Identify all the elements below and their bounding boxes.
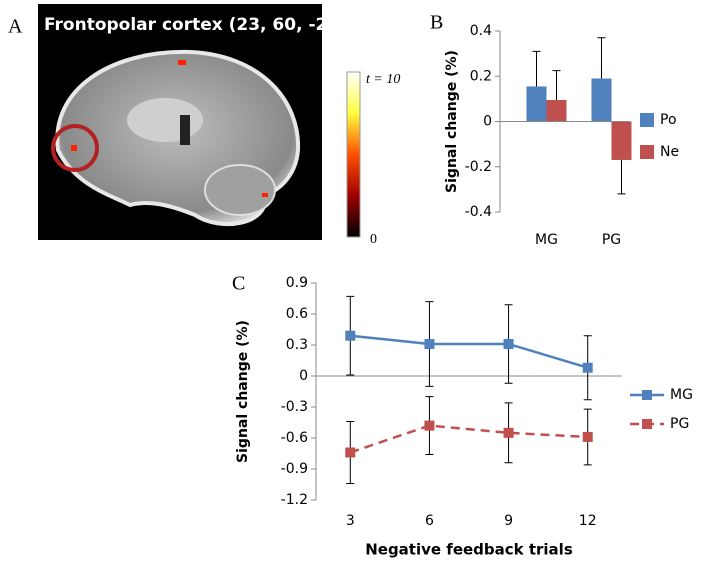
bar bbox=[546, 100, 567, 122]
legend-marker bbox=[642, 419, 652, 429]
activation bbox=[262, 193, 268, 197]
y-tick-label: 0 bbox=[299, 368, 308, 384]
error-bar bbox=[532, 50, 541, 87]
y-tick-label: -0.3 bbox=[281, 399, 308, 415]
legend-marker bbox=[642, 390, 652, 400]
y-tick-label: 0 bbox=[483, 114, 492, 130]
brain-title: Frontopolar cortex (23, 60, -2) bbox=[44, 15, 335, 35]
x-tick-label: 6 bbox=[425, 513, 434, 529]
y-axis-label: Signal change (%) bbox=[235, 320, 251, 463]
x-tick-label: 3 bbox=[346, 513, 355, 529]
bar bbox=[611, 121, 632, 160]
legend-label: Po bbox=[660, 112, 677, 128]
y-tick-label: 0.4 bbox=[470, 23, 492, 39]
series-line bbox=[349, 424, 588, 454]
y-tick-label: 0.2 bbox=[470, 68, 492, 84]
y-tick-label: -0.4 bbox=[465, 204, 492, 220]
legend-label: Ne bbox=[660, 144, 679, 160]
panel-label: A bbox=[8, 16, 23, 38]
roi-circle bbox=[51, 124, 99, 172]
error-bar bbox=[597, 37, 606, 79]
colorbar bbox=[346, 71, 361, 238]
y-tick-label: -1.2 bbox=[281, 492, 308, 508]
point bbox=[503, 427, 514, 438]
y-tick-label: 0.6 bbox=[286, 306, 308, 322]
point bbox=[424, 420, 435, 431]
activation bbox=[71, 145, 77, 151]
point bbox=[582, 362, 593, 373]
activation bbox=[178, 60, 186, 65]
panel-label: B bbox=[430, 12, 443, 34]
y-tick-label: 0.3 bbox=[286, 337, 308, 353]
legend-swatch bbox=[640, 113, 654, 127]
point bbox=[345, 447, 356, 458]
x-axis-label: Negative feedback trials bbox=[365, 541, 573, 559]
cerebellum bbox=[204, 164, 276, 216]
error-bar bbox=[617, 159, 626, 195]
point bbox=[503, 338, 514, 349]
y-tick-label: -0.9 bbox=[281, 461, 308, 477]
y-axis-label: Signal change (%) bbox=[444, 50, 460, 193]
legend-label: MG bbox=[670, 387, 693, 403]
colorbar-label: t = 10 bbox=[366, 72, 400, 87]
x-tick-label: MG bbox=[535, 232, 558, 248]
series-line bbox=[350, 334, 589, 369]
legend-swatch bbox=[640, 145, 654, 159]
bar bbox=[591, 78, 612, 122]
x-tick-label: PG bbox=[602, 232, 621, 248]
legend-label: PG bbox=[670, 416, 689, 432]
brain-structure bbox=[127, 98, 203, 142]
y-tick-label: -0.2 bbox=[465, 159, 492, 175]
point bbox=[582, 431, 593, 442]
brain-panel: A Frontopolar cortex (23, 60, -2) t = 10… bbox=[8, 4, 400, 247]
panel-label: C bbox=[232, 273, 245, 295]
bar bbox=[526, 86, 547, 122]
point bbox=[345, 330, 356, 341]
x-tick-label: 12 bbox=[579, 513, 597, 529]
colorbar-label: 0 bbox=[370, 232, 377, 247]
x-tick-label: 9 bbox=[504, 513, 513, 529]
ventricle bbox=[180, 115, 190, 145]
y-tick-label: -0.6 bbox=[281, 430, 308, 446]
y-tick-label: 0.9 bbox=[286, 275, 308, 291]
point bbox=[424, 338, 435, 349]
error-bar bbox=[552, 70, 561, 101]
